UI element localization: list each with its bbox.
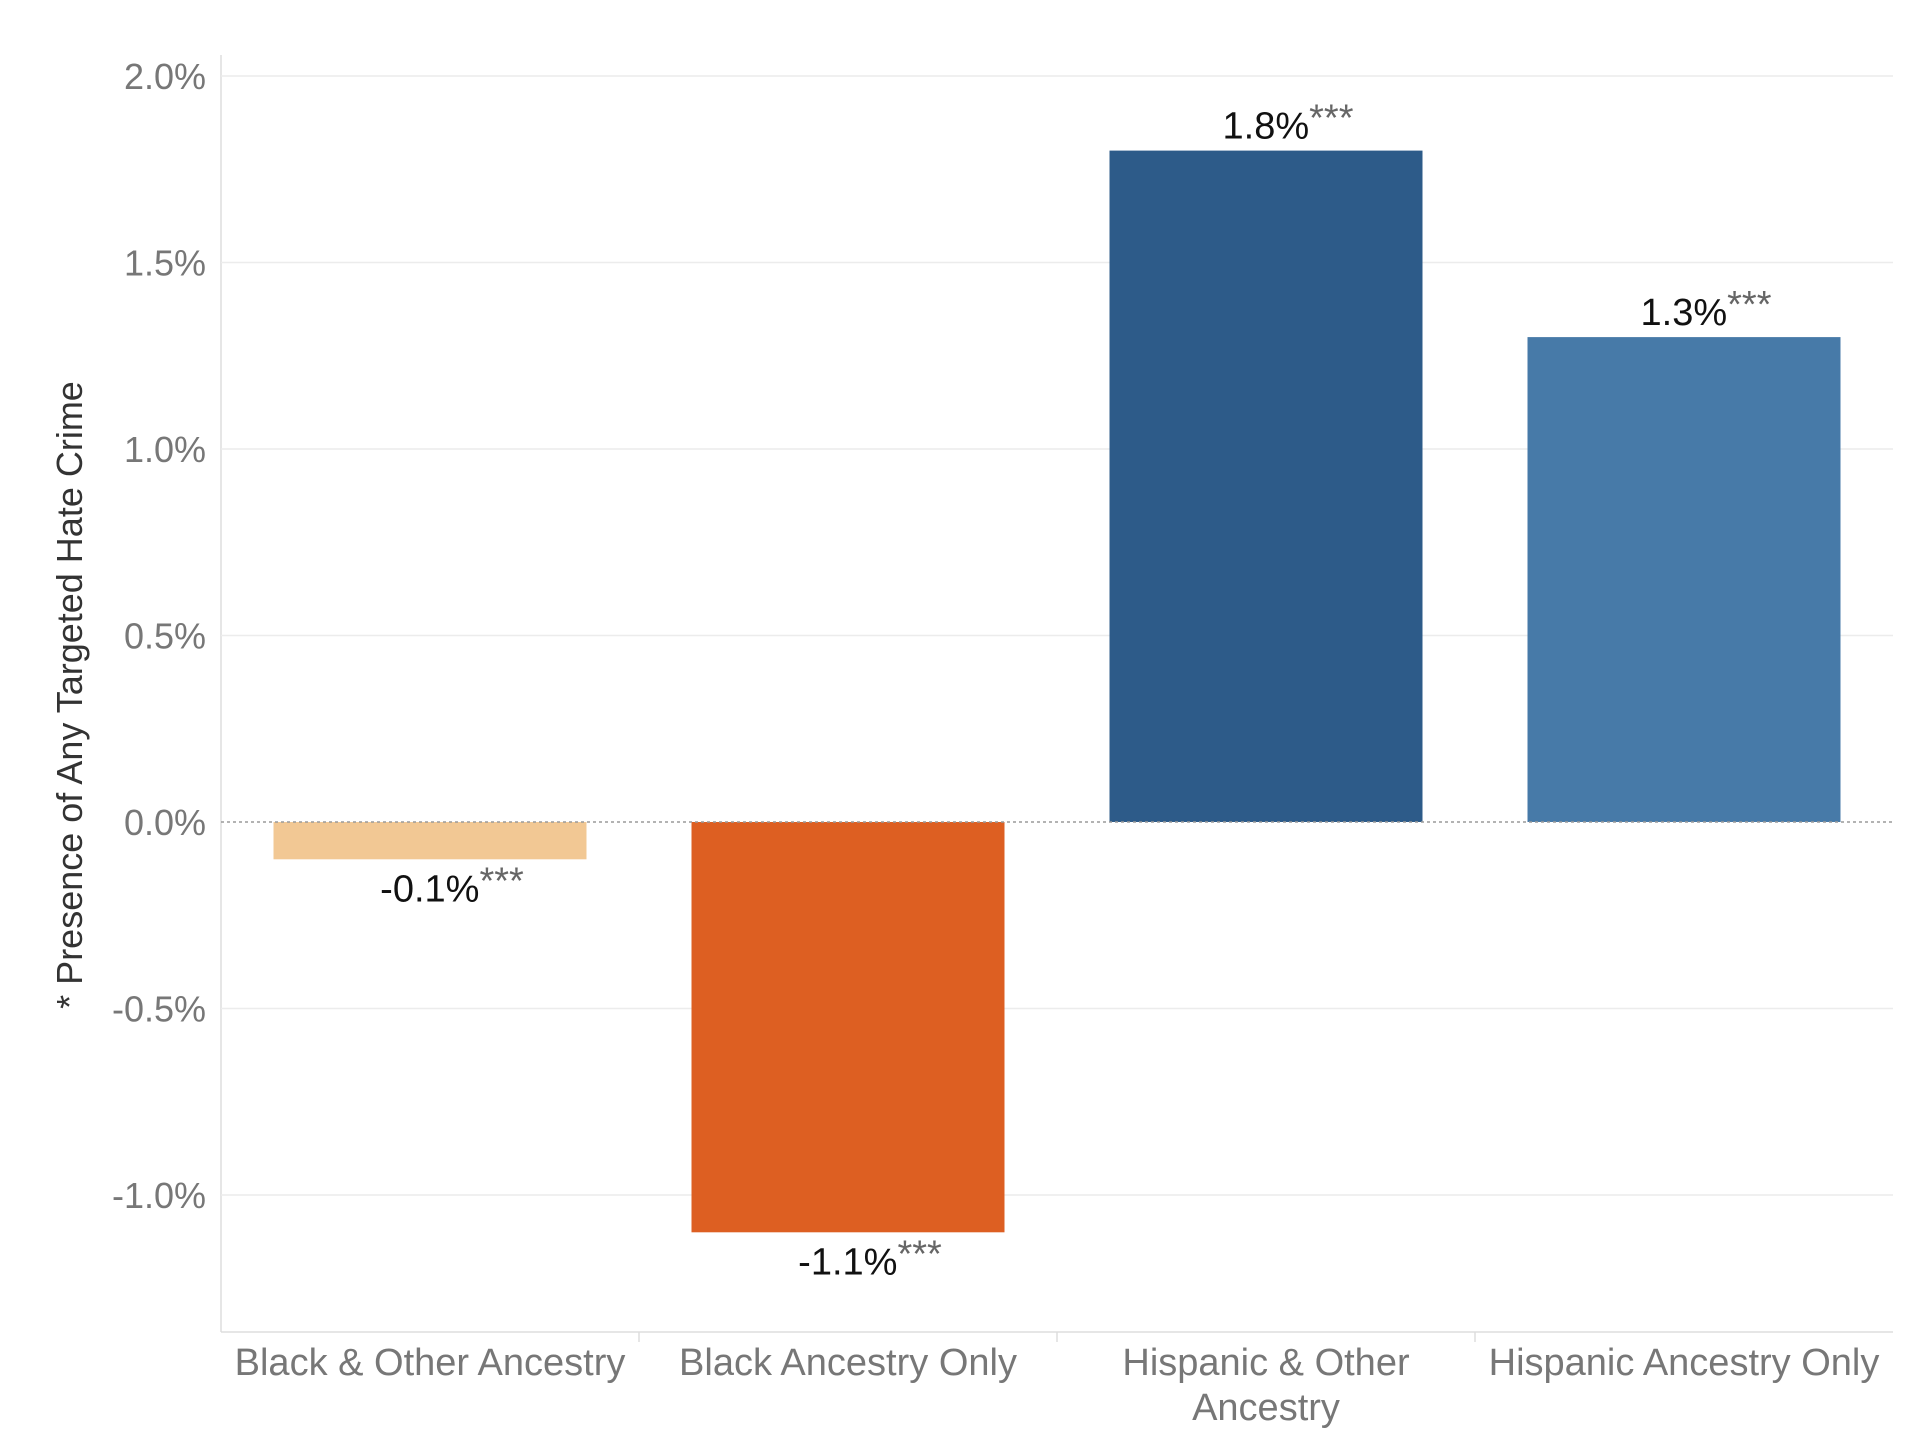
y-axis-ticks: 2.0% 1.5% 1.0% 0.5% 0.0% -0.5% -1.0% (112, 56, 206, 1216)
bar (691, 822, 1005, 1233)
data-label: 1.3%*** (1641, 284, 1772, 334)
y-tick-label: 1.0% (124, 429, 206, 470)
x-category-label: Hispanic & Other (1122, 1342, 1410, 1384)
bar (1109, 150, 1423, 823)
data-label-value: 1.3% (1641, 292, 1728, 334)
gridlines (220, 55, 1893, 1342)
x-axis-categories: Black & Other Ancestry Black Ancestry Onl… (235, 1342, 1880, 1429)
data-label-value: -0.1% (380, 868, 479, 910)
x-category-label: Black & Other Ancestry (235, 1342, 626, 1384)
y-tick-label: 0.0% (124, 802, 206, 843)
data-label: 1.8%*** (1223, 98, 1354, 148)
y-tick-label: -0.5% (112, 989, 206, 1030)
bar (273, 822, 587, 860)
x-category-label: Black Ancestry Only (679, 1342, 1017, 1384)
significance-stars: *** (897, 1233, 942, 1275)
significance-stars: *** (1727, 284, 1772, 326)
x-category-label: Hispanic Ancestry Only (1489, 1342, 1880, 1384)
data-label: -0.1%*** (380, 860, 524, 910)
data-label-value: -1.1% (798, 1241, 897, 1283)
data-labels: -0.1%***-1.1%***1.8%***1.3%*** (380, 98, 1772, 1284)
significance-stars: *** (479, 860, 524, 902)
y-tick-label: -1.0% (112, 1175, 206, 1216)
y-tick-label: 1.5% (124, 243, 206, 284)
data-label-value: 1.8% (1223, 106, 1310, 148)
y-axis-title: * Presence of Any Targeted Hate Crime (49, 381, 90, 1009)
bar (1527, 337, 1841, 822)
data-label: -1.1%*** (798, 1233, 942, 1283)
bars (221, 150, 1893, 1233)
y-tick-label: 2.0% (124, 56, 206, 97)
y-tick-label: 0.5% (124, 616, 206, 657)
x-category-label: Ancestry (1192, 1387, 1340, 1429)
significance-stars: *** (1309, 98, 1354, 140)
